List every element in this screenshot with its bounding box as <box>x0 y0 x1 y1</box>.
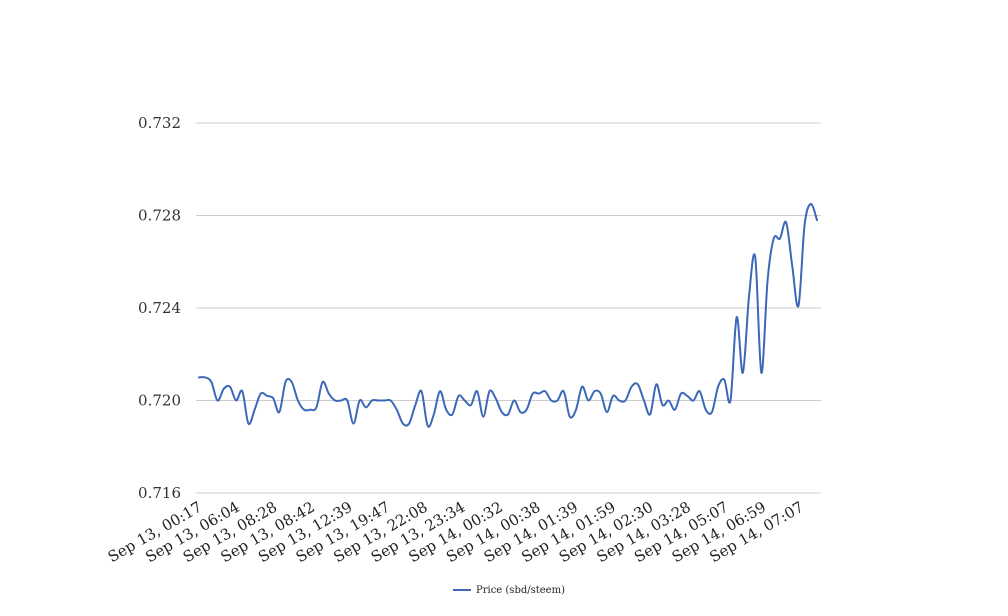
y-tick-label: 0.720 <box>138 392 181 410</box>
y-tick-label: 0.728 <box>138 207 181 225</box>
legend: Price (sbd/steem) <box>453 585 565 596</box>
y-axis-ticks: 0.716 0.720 0.724 0.728 0.732 <box>138 114 181 502</box>
series-lines <box>198 202 818 428</box>
y-tick-label: 0.732 <box>138 114 181 132</box>
y-tick-label: 0.716 <box>138 484 181 502</box>
legend-label: Price (sbd/steem) <box>476 585 565 596</box>
gridlines <box>196 122 821 494</box>
series-line-price <box>198 202 818 428</box>
y-tick-label: 0.724 <box>138 299 181 317</box>
